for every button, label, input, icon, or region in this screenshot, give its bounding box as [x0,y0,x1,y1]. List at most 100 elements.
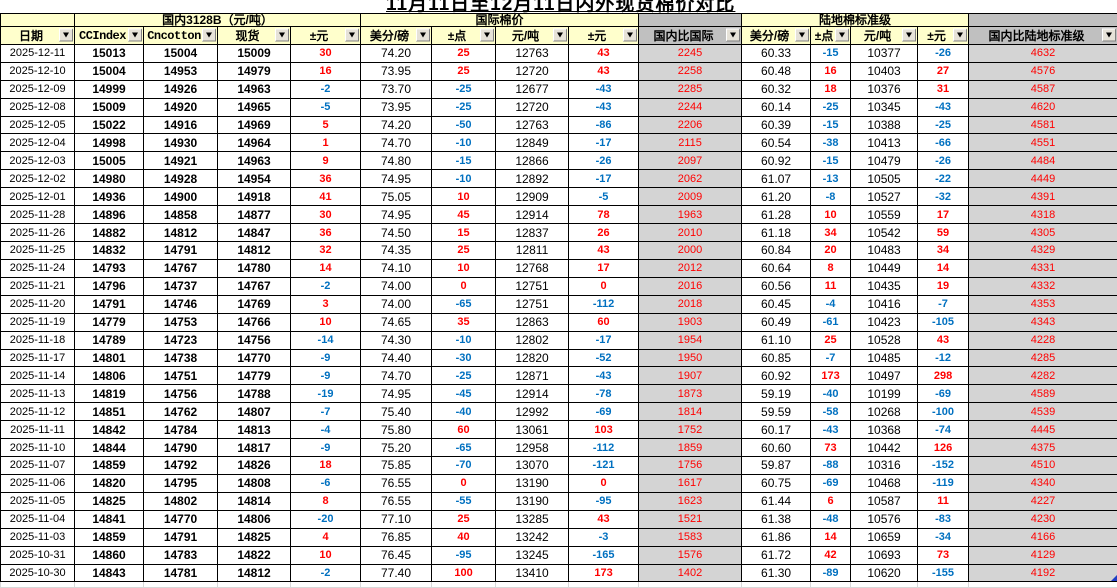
intl-cents-cell[interactable]: 75.05 [360,187,433,207]
spot-cell[interactable]: 14963 [217,79,291,99]
upland-yuan-cell[interactable]: 10416 [850,294,919,314]
upland-yuan-change-cell[interactable]: -69 [917,384,970,404]
ccindex-cell[interactable]: 14851 [74,402,144,422]
upland-cents-cell[interactable]: 59.59 [741,402,812,422]
cncotton-cell[interactable]: 15004 [143,43,218,63]
domestic-vs-intl-cell[interactable]: 1521 [638,509,743,529]
upland-cents-cell[interactable]: 60.56 [741,276,812,296]
domestic-vs-intl-cell[interactable]: 2018 [638,294,743,314]
domestic-vs-intl-cell[interactable]: 2010 [638,223,743,242]
spot-change-cell[interactable]: 10 [289,312,362,332]
upland-cents-cell[interactable]: 60.39 [741,115,812,135]
ccindex-cell[interactable]: 14859 [74,527,144,547]
spot-change-cell[interactable]: -6 [289,473,362,493]
intl-yuan-cell[interactable]: 13242 [495,527,570,547]
intl-yuan-cell[interactable]: 12871 [495,366,570,386]
spot-cell[interactable]: 14766 [217,312,291,332]
upland-cents-cell[interactable]: 60.92 [741,366,812,386]
domestic-vs-intl-cell[interactable]: 2009 [638,187,743,207]
intl-points-change-cell[interactable]: -40 [431,402,497,422]
upland-yuan-cell[interactable]: 10542 [850,223,919,242]
spot-change-cell[interactable]: -7 [289,402,362,422]
date-cell[interactable]: 2025-11-18 [0,330,75,350]
column-header-date[interactable]: 日期 [0,26,75,45]
intl-cents-cell[interactable]: 76.55 [360,473,433,493]
upland-points-change-cell[interactable]: -7 [810,348,852,368]
intl-points-change-cell[interactable]: -25 [431,79,497,99]
domestic-vs-upland-cell[interactable]: 4581 [968,115,1117,135]
upland-yuan-cell[interactable]: 10587 [850,491,919,511]
upland-points-change-cell[interactable]: -15 [810,115,852,135]
intl-yuan-cell[interactable]: 12811 [495,240,570,260]
upland-yuan-cell[interactable]: 10468 [850,473,919,493]
domestic-vs-intl-cell[interactable]: 2115 [638,133,743,153]
filter-dropdown-icon[interactable] [128,28,142,42]
intl-points-change-cell[interactable]: 25 [431,240,497,260]
cncotton-cell[interactable]: 14791 [143,527,218,547]
ccindex-cell[interactable]: 15009 [74,97,144,117]
upland-points-change-cell[interactable]: -25 [810,97,852,117]
intl-cents-cell[interactable]: 75.80 [360,420,433,440]
filter-dropdown-icon[interactable] [480,28,495,42]
spot-change-cell[interactable]: 41 [289,187,362,207]
upland-yuan-change-cell[interactable]: -32 [917,187,970,207]
upland-yuan-cell[interactable]: 10316 [850,456,919,475]
date-cell[interactable]: 2025-12-05 [0,115,75,135]
upland-yuan-change-cell[interactable]: -83 [917,509,970,529]
filter-dropdown-icon[interactable] [416,28,431,42]
spot-cell[interactable]: 14807 [217,402,291,422]
date-cell[interactable]: 2025-11-24 [0,258,75,278]
filter-dropdown-icon[interactable] [345,28,360,42]
intl-yuan-cell[interactable]: 12763 [495,115,570,135]
intl-points-change-cell[interactable]: 15 [431,223,497,242]
intl-yuan-change-cell[interactable]: 103 [568,420,640,440]
date-cell[interactable]: 2025-11-17 [0,348,75,368]
upland-cents-cell[interactable]: 60.84 [741,240,812,260]
date-cell[interactable]: 2025-12-04 [0,133,75,153]
intl-cents-cell[interactable]: 76.45 [360,545,433,565]
ccindex-cell[interactable]: 14791 [74,294,144,314]
intl-yuan-cell[interactable]: 13190 [495,491,570,511]
upland-cents-cell[interactable]: 60.33 [741,43,812,63]
intl-points-change-cell[interactable]: -10 [431,133,497,153]
spot-cell[interactable]: 14769 [217,294,291,314]
column-header-intl-yuan-change[interactable]: ±元 [568,26,640,45]
upland-points-change-cell[interactable]: -61 [810,312,852,332]
column-header-domestic-vs-intl[interactable]: 国内比国际 [638,26,743,45]
domestic-vs-upland-cell[interactable]: 4576 [968,61,1117,81]
intl-yuan-cell[interactable]: 12763 [495,43,570,63]
upland-yuan-change-cell[interactable]: -66 [917,133,970,153]
date-cell[interactable]: 2025-11-21 [0,276,75,296]
intl-yuan-change-cell[interactable]: 173 [568,563,640,583]
upland-cents-cell[interactable]: 60.85 [741,348,812,368]
cncotton-cell[interactable]: 14723 [143,330,218,350]
upland-yuan-change-cell[interactable]: -155 [917,563,970,583]
column-header-upland-yuan-change[interactable]: ±元 [917,26,970,45]
intl-points-change-cell[interactable]: -10 [431,330,497,350]
intl-yuan-change-cell[interactable]: -17 [568,133,640,153]
domestic-vs-intl-cell[interactable]: 1907 [638,366,743,386]
column-header-domestic-vs-upland[interactable]: 国内比陆地标准级 [968,26,1117,45]
cncotton-cell[interactable]: 14791 [143,240,218,260]
intl-cents-cell[interactable]: 74.95 [360,384,433,404]
date-cell[interactable]: 2025-12-10 [0,61,75,81]
domestic-vs-intl-cell[interactable]: 2016 [638,276,743,296]
intl-yuan-cell[interactable]: 12720 [495,61,570,81]
spot-change-cell[interactable]: 32 [289,240,362,260]
spot-change-cell[interactable]: -4 [289,420,362,440]
spot-change-cell[interactable]: -20 [289,509,362,529]
intl-yuan-change-cell[interactable]: 0 [568,276,640,296]
upland-points-change-cell[interactable]: 173 [810,366,852,386]
intl-yuan-change-cell[interactable]: -86 [568,115,640,135]
column-header-upland-cents[interactable]: 美分/磅 [741,26,812,45]
spot-cell[interactable]: 14788 [217,384,291,404]
date-cell[interactable]: 2025-12-01 [0,187,75,207]
spot-change-cell[interactable]: -2 [289,276,362,296]
spot-change-cell[interactable]: 30 [289,205,362,225]
cncotton-cell[interactable]: 14802 [143,491,218,511]
spot-cell[interactable]: 14770 [217,348,291,368]
upland-points-change-cell[interactable]: 20 [810,240,852,260]
upland-points-change-cell[interactable]: 25 [810,330,852,350]
intl-cents-cell[interactable]: 74.95 [360,169,433,189]
domestic-vs-intl-cell[interactable]: 2000 [638,240,743,260]
